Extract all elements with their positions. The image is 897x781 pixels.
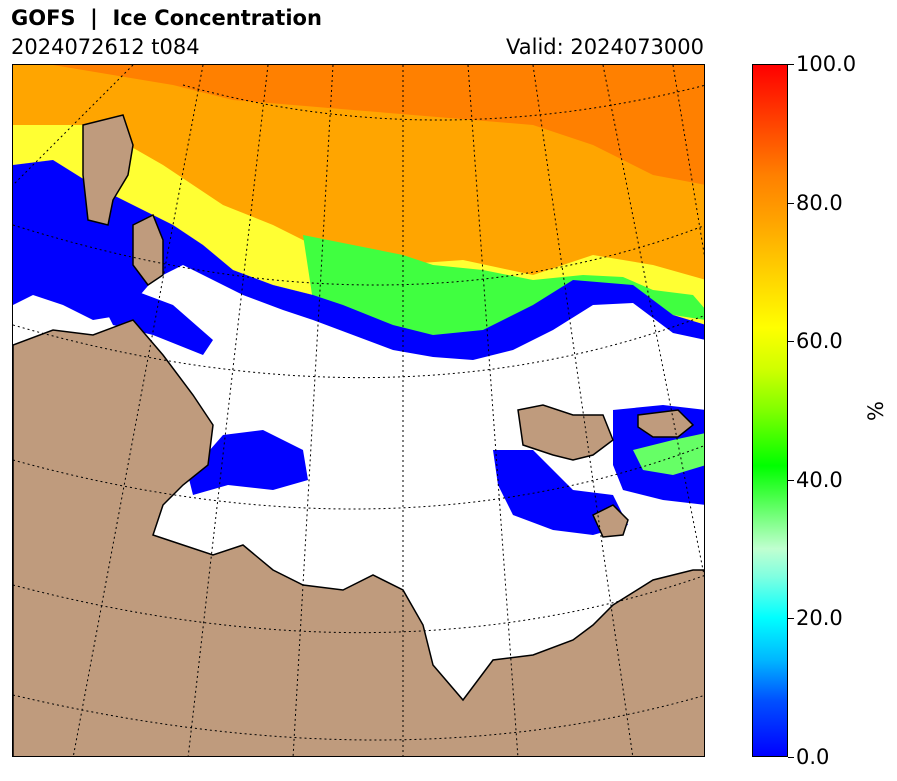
- map-panel: [12, 64, 705, 757]
- colorbar-tick-label: 100.0: [796, 52, 857, 76]
- land: [13, 114, 704, 756]
- colorbar-tick: [788, 64, 794, 65]
- colorbar-tick-label: 40.0: [796, 468, 843, 492]
- map-title: GOFS | Ice Concentration: [11, 6, 322, 30]
- colorbar-tick: [788, 203, 794, 204]
- valid-time-label: Valid: 2024073000: [506, 35, 704, 59]
- colorbar-tick: [788, 757, 794, 758]
- colorbar-tick: [788, 480, 794, 481]
- run-time-label: 2024072612 t084: [11, 35, 200, 59]
- colorbar-tick-label: 0.0: [796, 745, 830, 769]
- colorbar-tick: [788, 618, 794, 619]
- colorbar-tick-label: 20.0: [796, 606, 843, 630]
- colorbar: [752, 64, 788, 757]
- colorbar-tick: [788, 341, 794, 342]
- ice-concentration-map: [13, 65, 704, 756]
- colorbar-unit-label: %: [864, 401, 888, 421]
- colorbar-tick-label: 60.0: [796, 329, 843, 353]
- colorbar-tick-label: 80.0: [796, 191, 843, 215]
- graticule: [13, 65, 704, 756]
